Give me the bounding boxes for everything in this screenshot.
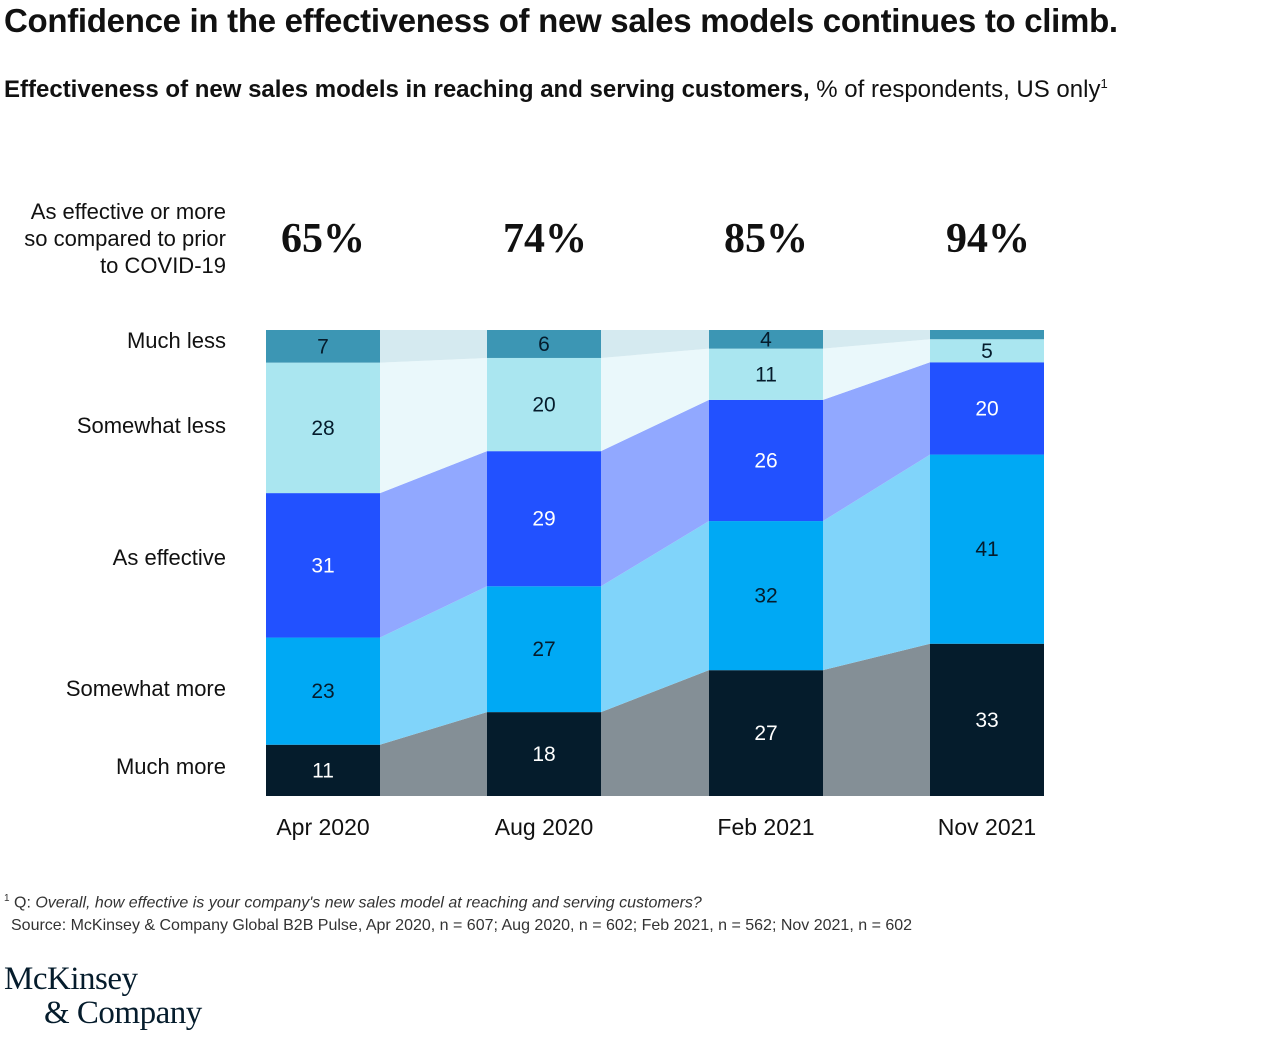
subtitle-footnote-marker: 1 <box>1100 76 1108 91</box>
data-label-somewhat-less-apr-2020: 28 <box>311 417 334 440</box>
effective-total-feb-2021: 85% <box>724 216 808 262</box>
data-label-as-effective-feb-2021: 26 <box>754 449 777 472</box>
effective-or-more-label: As effective or more so compared to prio… <box>0 198 226 279</box>
bar-somewhat-less-aug-2020 <box>487 357 601 452</box>
data-label-somewhat-less-feb-2021: 11 <box>755 363 777 386</box>
row-label-somewhat-less: Somewhat less <box>76 413 226 438</box>
data-label-somewhat-more-nov-2021: 41 <box>975 538 998 561</box>
band-much-more <box>380 712 487 796</box>
logo-line-1: McKinsey <box>4 961 138 997</box>
bar-much-less-apr-2020 <box>266 330 380 363</box>
bar-much-more-apr-2020 <box>266 744 380 796</box>
effective-label-line: to COVID-19 <box>100 253 226 278</box>
band-somewhat-more <box>380 586 487 745</box>
effective-total-nov-2021: 94% <box>946 216 1030 262</box>
x-tick-nov-2021: Nov 2021 <box>938 814 1036 840</box>
data-label-much-less-aug-2020: 6 <box>538 333 550 356</box>
data-label-as-effective-nov-2021: 20 <box>975 397 998 420</box>
data-label-much-more-nov-2021: 33 <box>975 709 998 732</box>
band-somewhat-more <box>823 454 930 671</box>
data-label-much-more-aug-2020: 18 <box>532 743 555 766</box>
footnote: 1 Q: Overall, how effective is your comp… <box>4 893 702 912</box>
bar-as-effective-aug-2020 <box>487 451 601 587</box>
bar-somewhat-less-apr-2020 <box>266 362 380 494</box>
bar-as-effective-feb-2021 <box>709 399 823 522</box>
footnote-prefix: Q: <box>9 894 36 912</box>
mckinsey-logo: McKinsey & Company <box>4 962 202 1030</box>
band-somewhat-less <box>601 348 709 452</box>
bar-much-less-nov-2021 <box>930 330 1044 340</box>
bar-as-effective-nov-2021 <box>930 362 1044 455</box>
bar-much-more-feb-2021 <box>709 670 823 796</box>
data-label-somewhat-more-feb-2021: 32 <box>754 585 777 608</box>
bar-somewhat-more-aug-2020 <box>487 586 601 713</box>
band-much-more <box>823 643 930 796</box>
bar-somewhat-less-nov-2021 <box>930 339 1044 363</box>
data-label-somewhat-more-apr-2020: 23 <box>311 680 334 703</box>
footnote-question: Overall, how effective is your company's… <box>35 894 702 912</box>
row-label-much-less: Much less <box>126 328 226 353</box>
logo-line-2: & Company <box>44 995 202 1031</box>
subtitle-rest: % of respondents, US only <box>809 76 1101 103</box>
effective-label-line: so compared to prior <box>24 226 226 251</box>
band-somewhat-less <box>380 357 487 494</box>
data-label-much-less-feb-2021: 4 <box>760 328 772 351</box>
band-as-effective <box>823 362 930 522</box>
row-label-much-more: Much more <box>115 754 226 779</box>
band-somewhat-more <box>601 521 709 713</box>
row-label-somewhat-more: Somewhat more <box>65 676 226 701</box>
x-tick-aug-2020: Aug 2020 <box>495 814 593 840</box>
x-tick-feb-2021: Feb 2021 <box>717 814 814 840</box>
chart-subtitle: Effectiveness of new sales models in rea… <box>4 76 1108 104</box>
data-label-much-more-feb-2021: 27 <box>754 722 777 745</box>
source-note: Source: McKinsey & Company Global B2B Pu… <box>11 917 913 934</box>
bar-somewhat-more-apr-2020 <box>266 637 380 745</box>
bar-much-less-feb-2021 <box>709 330 823 349</box>
row-label-as-effective: As effective <box>112 545 226 570</box>
bar-much-more-nov-2021 <box>930 643 1044 796</box>
band-somewhat-less <box>823 339 930 400</box>
band-much-less <box>823 330 930 349</box>
effective-total-aug-2020: 74% <box>503 216 587 262</box>
data-label-as-effective-aug-2020: 29 <box>532 508 555 531</box>
band-as-effective <box>380 451 487 638</box>
data-label-much-less-apr-2020: 7 <box>317 335 329 358</box>
bar-much-more-aug-2020 <box>487 712 601 796</box>
data-label-somewhat-more-aug-2020: 27 <box>532 638 555 661</box>
chart-title: Confidence in the effectiveness of new s… <box>4 2 1118 39</box>
footnote-marker: 1 <box>4 893 10 904</box>
bar-somewhat-more-feb-2021 <box>709 521 823 671</box>
band-much-more <box>601 670 709 796</box>
effective-total-apr-2020: 65% <box>281 216 365 262</box>
band-as-effective <box>601 399 709 587</box>
effective-label-line: As effective or more <box>30 199 226 224</box>
band-much-less <box>601 330 709 358</box>
bar-much-less-aug-2020 <box>487 330 601 358</box>
bar-as-effective-apr-2020 <box>266 493 380 638</box>
band-much-less <box>380 330 487 363</box>
x-tick-apr-2020: Apr 2020 <box>276 814 369 840</box>
data-label-somewhat-less-nov-2021: 5 <box>981 340 993 363</box>
subtitle-bold: Effectiveness of new sales models in rea… <box>4 76 810 103</box>
data-label-much-more-apr-2020: 11 <box>312 759 334 782</box>
data-label-as-effective-apr-2020: 31 <box>311 554 334 577</box>
bar-somewhat-more-nov-2021 <box>930 454 1044 644</box>
data-label-somewhat-less-aug-2020: 20 <box>532 394 555 417</box>
bar-somewhat-less-feb-2021 <box>709 348 823 400</box>
